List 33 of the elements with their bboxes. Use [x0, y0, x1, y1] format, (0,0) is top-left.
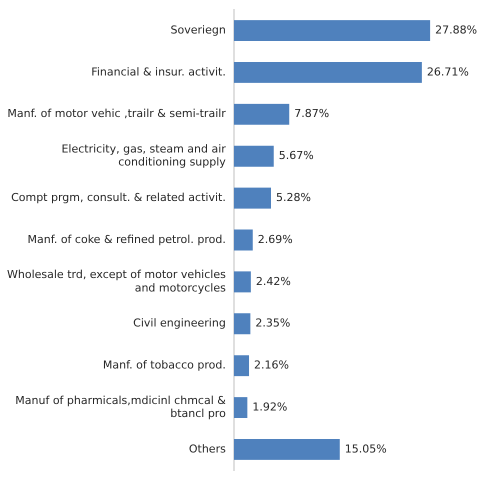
y-tick-label: Electricity, gas, steam and air conditioning supply — [61, 142, 226, 169]
data-label: 5.28% — [276, 190, 311, 204]
data-label: 5.67% — [278, 149, 314, 162]
y-tick-label: Others — [188, 442, 226, 456]
bar — [234, 438, 340, 460]
bar — [234, 146, 274, 167]
bar — [234, 230, 253, 250]
y-tick-label: Financial & insur. activit. — [91, 65, 226, 78]
y-tick-label: Manf. of tobacco prod. — [102, 358, 226, 372]
bar — [234, 397, 248, 418]
y-tick-label: Compt prgm, consult. & related activit. — [11, 190, 226, 204]
data-label: 15.05% — [344, 442, 387, 456]
data-label: 27.88% — [435, 23, 478, 36]
data-label: 1.92% — [252, 400, 288, 414]
bar — [234, 62, 422, 83]
bar — [234, 355, 250, 376]
bar — [234, 271, 251, 292]
data-label: 7.87% — [294, 107, 330, 120]
bar — [234, 313, 250, 334]
y-tick-label: Wholesale trd, except of motor vehicles and motorcycles — [6, 268, 226, 294]
data-label: 2.35% — [255, 316, 290, 330]
bar — [234, 104, 290, 125]
y-tick-label: Manuf of pharmicals,mdicinl chmcal & btancl pro — [15, 394, 226, 420]
data-label: 2.16% — [254, 358, 289, 372]
y-tick-label: Manf. of motor vehic ,trailr & semi-trailr — [7, 107, 226, 120]
data-label: 26.71% — [426, 65, 469, 78]
bar — [234, 20, 430, 42]
data-label: 2.69% — [258, 232, 293, 246]
data-label: 2.42% — [256, 274, 291, 288]
y-tick-label: Manf. of coke & refined petrol. prod. — [28, 232, 226, 246]
y-tick-label: Civil engineering — [133, 316, 226, 330]
y-tick-label: Soveriegn — [170, 23, 226, 36]
bar — [234, 188, 271, 209]
